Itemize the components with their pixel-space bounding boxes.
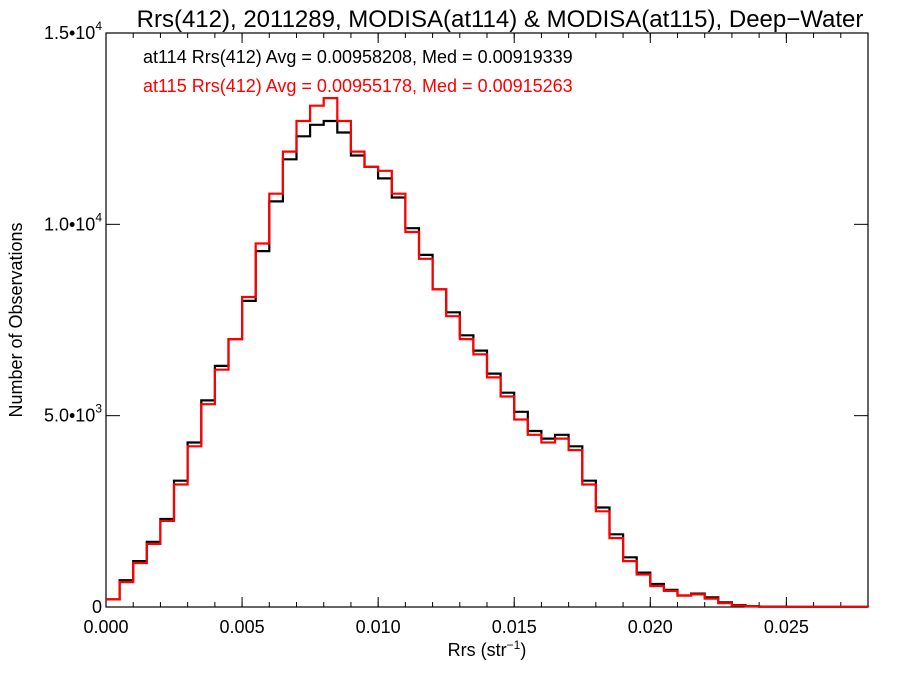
x-tick-label: 0.020: [628, 617, 673, 637]
y-axis-label: Number of Observations: [6, 222, 26, 417]
x-axis-label-sup: −1: [507, 638, 521, 652]
x-tick-label: 0.010: [356, 617, 401, 637]
axis-ticks: 0.000 0.005 0.010 0.015 0.020 0.025 0 5.0•103 1.…: [44, 19, 869, 637]
x-tick-label: 0.015: [492, 617, 537, 637]
x-tick-label: 0.005: [220, 617, 265, 637]
stats-at115: at115 Rrs(412) Avg = 0.00955178, Med = 0…: [143, 76, 573, 96]
plot-frame: [105, 32, 869, 608]
y-tick-label: 5.0•103: [44, 402, 102, 426]
y-tick-label: 1.0•104: [44, 210, 102, 234]
x-tick-label: 0.025: [764, 617, 809, 637]
x-axis-label: Rrs (str−1): [448, 638, 527, 660]
chart-title: Rrs(412), 2011289, MODISA(at114) & MODIS…: [137, 6, 864, 33]
x-tick-label: 0.000: [83, 617, 128, 637]
x-axis-label-tail: ): [520, 640, 526, 660]
series-layer: [106, 97, 870, 608]
stats-at114: at114 Rrs(412) Avg = 0.00958208, Med = 0…: [143, 47, 573, 67]
y-tick-label: 0: [92, 597, 102, 617]
x-axis-label-base: Rrs (str: [448, 640, 507, 660]
y-tick-label: 1.5•104: [44, 19, 102, 43]
series-line-2: [106, 97, 870, 608]
